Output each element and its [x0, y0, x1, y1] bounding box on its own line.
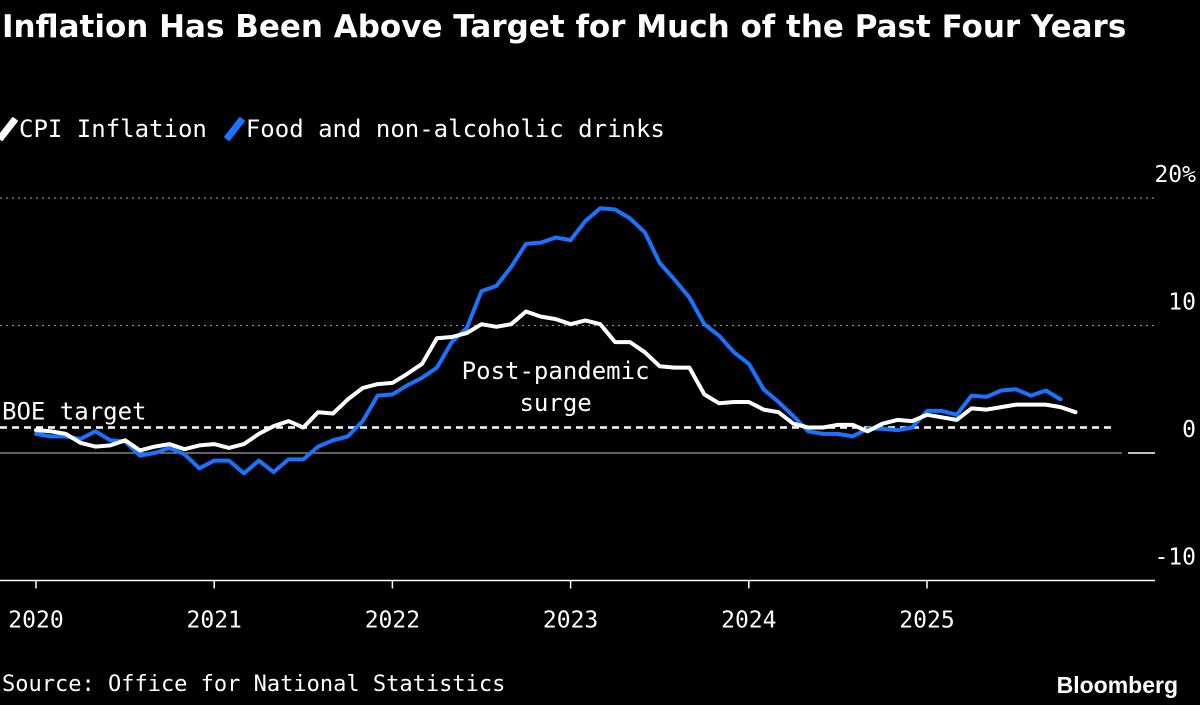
x-tick-label: 2021 [187, 608, 242, 634]
annotation-line1: Post-pandemic [462, 357, 650, 385]
source-note: Source: Office for National Statistics [2, 672, 506, 697]
x-tick-label: 2024 [721, 608, 776, 634]
y-tick-label: 20% [1154, 162, 1196, 188]
y-tick-label: 0 [1182, 417, 1196, 443]
chart-title: Inflation Has Been Above Target for Much… [2, 9, 1127, 45]
annotation-line2: surge [519, 389, 591, 417]
x-tick-label: 2023 [543, 608, 598, 634]
legend-item-food: Food and non-alcoholic drinks [223, 115, 665, 143]
series-line-food [34, 206, 1063, 476]
legend-label-food: Food and non-alcoholic drinks [245, 115, 665, 143]
legend: CPI Inflation Food and non-alcoholic dri… [0, 112, 665, 146]
x-tick-label: 2022 [365, 608, 420, 634]
legend-label-cpi: CPI Inflation [19, 115, 207, 143]
series-line-cpi [34, 309, 1078, 453]
boe-target-label: BOE target [2, 398, 147, 426]
x-tick-label: 2020 [8, 608, 63, 634]
legend-item-cpi: CPI Inflation [0, 115, 207, 143]
x-tick-label: 2025 [899, 608, 954, 634]
y-tick-label: 10 [1168, 290, 1196, 316]
brand-logo: Bloomberg [1056, 672, 1178, 698]
y-tick-label: -10 [1154, 545, 1196, 571]
